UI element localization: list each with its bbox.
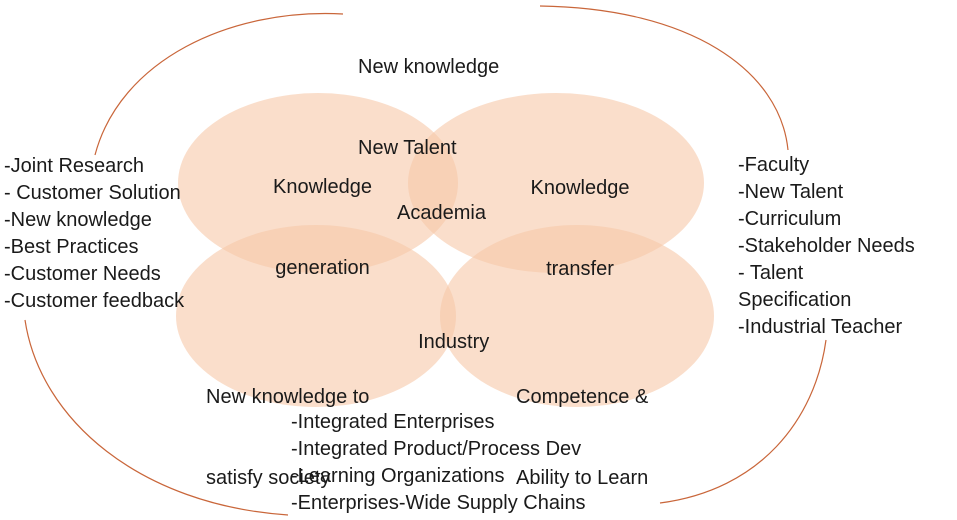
list-item: -Enterprises-Wide Supply Chains: [291, 492, 586, 514]
left-list: -Joint Research - Customer Solution -New…: [4, 153, 184, 315]
knowledge-transfer-line-1: Knowledge: [530, 177, 630, 199]
list-item: Specification: [738, 289, 852, 311]
list-item: -Best Practices: [4, 236, 139, 258]
bottom-list: -Integrated Enterprises -Integrated Prod…: [291, 409, 586, 517]
list-item: -Customer Needs: [4, 263, 161, 285]
ellipse-new-knowledge-society: [176, 225, 456, 407]
label-competence: Competence & Ability to Learn: [516, 330, 648, 519]
industry-text: Industry: [418, 331, 490, 353]
list-item: - Customer Solution: [4, 182, 181, 204]
top-label: New knowledge New Talent: [358, 0, 499, 189]
knowledge-generation-line-2: generation: [275, 257, 370, 279]
list-item: -Faculty: [738, 154, 810, 176]
list-item: -Curriculum: [738, 208, 842, 230]
top-label-line-1: New knowledge: [358, 56, 500, 78]
list-item: -Integrated Enterprises: [291, 411, 495, 433]
right-list: -Faculty -New Talent -Curriculum -Stakeh…: [738, 152, 915, 341]
outer-arc-top-left: [94, 12, 344, 156]
label-knowledge-generation: Knowledge generation: [250, 120, 395, 309]
label-new-knowledge-society: New knowledge to satisfy society: [206, 330, 369, 519]
ellipse-competence: [440, 225, 714, 407]
competence-line-1: Competence &: [516, 386, 649, 408]
academia-text: Academia: [397, 202, 486, 224]
knowledge-transfer-line-2: transfer: [546, 258, 614, 280]
knowledge-generation-line-1: Knowledge: [273, 176, 372, 198]
outer-arc-bottom-left: [24, 319, 289, 516]
list-item: -Customer feedback: [4, 290, 185, 312]
list-item: -Joint Research: [4, 155, 145, 177]
ellipse-knowledge-generation: [178, 93, 458, 273]
top-label-line-2: New Talent: [358, 137, 457, 159]
list-item: -Learning Organizations: [291, 465, 505, 487]
list-item: - Talent: [738, 262, 804, 284]
list-item: -New knowledge: [4, 209, 152, 231]
outer-arc-bottom-right: [659, 339, 827, 504]
list-item: -Integrated Product/Process Dev: [291, 438, 582, 460]
label-academia: Academia: [387, 173, 486, 227]
label-industry: Industry: [407, 302, 489, 356]
competence-line-2: Ability to Learn: [516, 467, 649, 489]
new-knowledge-society-line-1: New knowledge to: [206, 386, 370, 408]
outer-arc-top-right: [539, 5, 789, 151]
ellipse-knowledge-transfer: [408, 93, 704, 273]
label-knowledge-transfer: Knowledge transfer: [505, 121, 655, 310]
new-knowledge-society-line-2: satisfy society: [206, 467, 331, 489]
list-item: -Industrial Teacher: [738, 316, 903, 338]
list-item: -Stakeholder Needs: [738, 235, 915, 257]
list-item: -New Talent: [738, 181, 844, 203]
